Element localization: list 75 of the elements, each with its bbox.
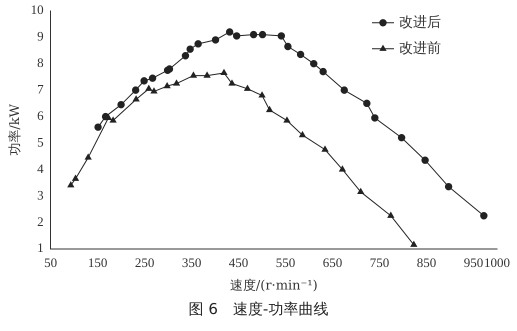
point [102, 112, 110, 120]
x-tick-label: 150 [88, 255, 108, 270]
point [278, 32, 286, 40]
point [266, 106, 273, 112]
point [94, 123, 102, 131]
point [371, 114, 379, 122]
point [204, 72, 210, 78]
point [357, 188, 364, 194]
y-tick-label: 2 [37, 214, 44, 229]
y-axis-title: 功率/kW [7, 103, 24, 156]
point [164, 82, 170, 88]
point [339, 166, 346, 172]
point [340, 86, 348, 94]
point [398, 134, 406, 142]
point [212, 36, 220, 44]
y-tick-label: 7 [37, 82, 44, 97]
point [132, 96, 140, 102]
x-tick-label: 1000 [484, 255, 510, 270]
point [232, 32, 240, 40]
point [296, 50, 304, 58]
point [228, 80, 236, 86]
x-tick-label: 850 [416, 255, 436, 270]
point [258, 92, 266, 98]
y-tick-label: 8 [37, 55, 44, 70]
point [84, 154, 92, 160]
point [72, 175, 79, 181]
point [182, 52, 190, 60]
point [284, 42, 292, 50]
x-tick-label: 50 [44, 255, 58, 270]
point [190, 72, 197, 78]
x-tick-label: 550 [276, 255, 296, 270]
point [68, 182, 74, 188]
legend-label: 改进前 [399, 40, 441, 56]
point [194, 40, 202, 48]
point [258, 30, 266, 38]
point [299, 131, 306, 138]
y-tick-label: 3 [37, 187, 44, 202]
x-tick-label: 250 [134, 255, 154, 270]
point [244, 85, 251, 91]
text: 图 6 速度-功率曲线 [188, 300, 330, 319]
x-axis-title: 速度/(r·min⁻¹) [230, 278, 318, 294]
point [322, 146, 328, 152]
point [110, 116, 116, 123]
point [310, 60, 318, 68]
y-tick-label: 4 [37, 160, 44, 176]
point [284, 116, 290, 123]
y-tick-label: 9 [37, 28, 44, 44]
x-tick-label: 450 [228, 255, 248, 270]
x-tick-label: 950 [464, 255, 484, 270]
point [444, 182, 452, 190]
x-tick-label: 750 [370, 255, 390, 270]
point [421, 156, 429, 164]
y-tick-label: 1 [37, 240, 44, 256]
x-tick-label: 350 [182, 255, 202, 270]
y-tick-label: 10 [30, 2, 44, 18]
point [186, 45, 194, 53]
point [480, 212, 488, 220]
point [250, 30, 258, 38]
point [220, 69, 228, 76]
point [319, 68, 327, 76]
point [117, 100, 125, 108]
point [146, 85, 152, 91]
point [132, 86, 140, 94]
point [150, 88, 158, 94]
point [388, 212, 394, 218]
point [173, 80, 180, 86]
point [226, 28, 234, 36]
legend-label: 改进后 [399, 14, 441, 30]
point [140, 77, 148, 85]
point [363, 100, 371, 108]
y-tick-label: 5 [37, 134, 44, 150]
point [410, 241, 418, 247]
x-tick-label: 650 [322, 255, 342, 270]
y-tick-label: 6 [37, 108, 44, 123]
point [148, 74, 156, 82]
